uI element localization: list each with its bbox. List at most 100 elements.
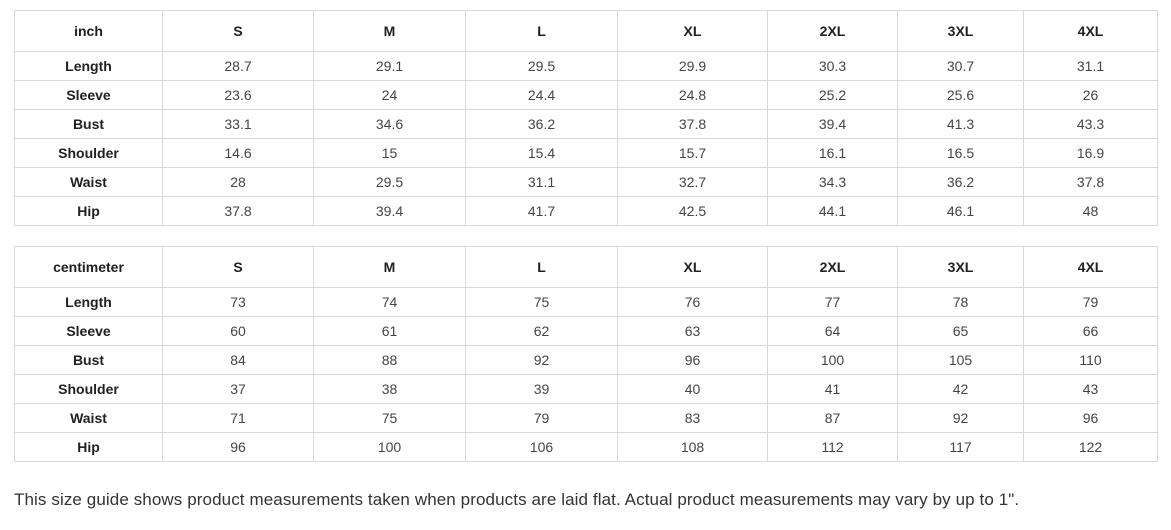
measurement-value: 36.2 [465,109,618,139]
measurement-value: 122 [1023,432,1158,462]
measurement-value: 37.8 [617,109,768,139]
measurement-label: Sleeve [14,316,163,346]
measurement-value: 37 [162,374,314,404]
measurement-value: 15.7 [617,138,768,168]
measurement-value: 31.1 [1023,51,1158,81]
measurement-value: 30.7 [897,51,1024,81]
measurement-value: 66 [1023,316,1158,346]
measurement-value: 16.5 [897,138,1024,168]
measurement-label: Length [14,51,163,81]
measurement-value: 24.8 [617,80,768,110]
size-column-header: 2XL [767,10,898,52]
measurement-value: 42.5 [617,196,768,226]
measurement-row: Waist 28 29.5 31.1 32.7 34.3 36.2 37.8 [14,167,1158,197]
measurement-row: Sleeve 60 61 62 63 64 65 66 [14,316,1158,346]
measurement-label: Waist [14,403,163,433]
measurement-value: 26 [1023,80,1158,110]
measurement-value: 34.3 [767,167,898,197]
size-column-header: 4XL [1023,246,1158,288]
measurement-row: Bust 84 88 92 96 100 105 110 [14,345,1158,375]
measurement-value: 24.4 [465,80,618,110]
measurement-value: 36.2 [897,167,1024,197]
measurement-value: 64 [767,316,898,346]
measurement-value: 39.4 [767,109,898,139]
measurement-value: 37.8 [1023,167,1158,197]
size-guide-page: inch S M L XL 2XL 3XL 4XL Length 28.7 29.1 29.5 29.9… [14,10,1158,509]
measurement-value: 108 [617,432,768,462]
measurement-value: 16.1 [767,138,898,168]
size-column-header: L [465,10,618,52]
measurement-label: Waist [14,167,163,197]
unit-label: inch [14,10,163,52]
measurement-value: 14.6 [162,138,314,168]
measurement-value: 39 [465,374,618,404]
measurement-value: 15 [313,138,466,168]
size-table-centimeter: centimeter S M L XL 2XL 3XL 4XL Length 73 74 75 76 77… [14,246,1158,462]
measurement-value: 92 [465,345,618,375]
measurement-label: Bust [14,345,163,375]
size-column-header: 3XL [897,246,1024,288]
measurement-row: Waist 71 75 79 83 87 92 96 [14,403,1158,433]
measurement-row: Length 73 74 75 76 77 78 79 [14,287,1158,317]
size-column-header: XL [617,246,768,288]
measurement-value: 61 [313,316,466,346]
measurement-value: 71 [162,403,314,433]
size-column-header: 3XL [897,10,1024,52]
measurement-value: 48 [1023,196,1158,226]
measurement-value: 25.6 [897,80,1024,110]
measurement-value: 96 [1023,403,1158,433]
measurement-value: 37.8 [162,196,314,226]
measurement-value: 28 [162,167,314,197]
measurement-value: 62 [465,316,618,346]
measurement-value: 79 [1023,287,1158,317]
measurement-value: 110 [1023,345,1158,375]
size-column-header: M [313,10,466,52]
measurement-value: 28.7 [162,51,314,81]
measurement-value: 96 [162,432,314,462]
measurement-row: Hip 96 100 106 108 112 117 122 [14,432,1158,462]
size-column-header: S [162,246,314,288]
size-column-header: M [313,246,466,288]
measurement-value: 39.4 [313,196,466,226]
measurement-value: 105 [897,345,1024,375]
measurement-value: 41.3 [897,109,1024,139]
size-column-header: L [465,246,618,288]
measurement-value: 74 [313,287,466,317]
measurement-value: 84 [162,345,314,375]
measurement-value: 78 [897,287,1024,317]
measurement-value: 100 [767,345,898,375]
measurement-row: Bust 33.1 34.6 36.2 37.8 39.4 41.3 43.3 [14,109,1158,139]
measurement-row: Length 28.7 29.1 29.5 29.9 30.3 30.7 31.1 [14,51,1158,81]
measurement-value: 77 [767,287,898,317]
measurement-value: 96 [617,345,768,375]
measurement-label: Sleeve [14,80,163,110]
measurement-value: 92 [897,403,1024,433]
measurement-value: 25.2 [767,80,898,110]
size-guide-disclaimer: This size guide shows product measuremen… [14,490,1020,509]
measurement-value: 41.7 [465,196,618,226]
measurement-row: Shoulder 37 38 39 40 41 42 43 [14,374,1158,404]
measurement-row: Hip 37.8 39.4 41.7 42.5 44.1 46.1 48 [14,196,1158,226]
measurement-label: Length [14,287,163,317]
size-table-header-row: inch S M L XL 2XL 3XL 4XL [14,10,1158,52]
measurement-value: 34.6 [313,109,466,139]
measurement-value: 42 [897,374,1024,404]
measurement-value: 16.9 [1023,138,1158,168]
measurement-label: Hip [14,196,163,226]
measurement-value: 88 [313,345,466,375]
measurement-value: 65 [897,316,1024,346]
measurement-value: 30.3 [767,51,898,81]
measurement-value: 112 [767,432,898,462]
size-column-header: S [162,10,314,52]
measurement-label: Bust [14,109,163,139]
measurement-value: 43.3 [1023,109,1158,139]
measurement-value: 79 [465,403,618,433]
measurement-value: 75 [313,403,466,433]
measurement-label: Shoulder [14,138,163,168]
measurement-value: 43 [1023,374,1158,404]
measurement-row: Sleeve 23.6 24 24.4 24.8 25.2 25.6 26 [14,80,1158,110]
measurement-value: 83 [617,403,768,433]
measurement-value: 24 [313,80,466,110]
measurement-value: 60 [162,316,314,346]
measurement-value: 40 [617,374,768,404]
